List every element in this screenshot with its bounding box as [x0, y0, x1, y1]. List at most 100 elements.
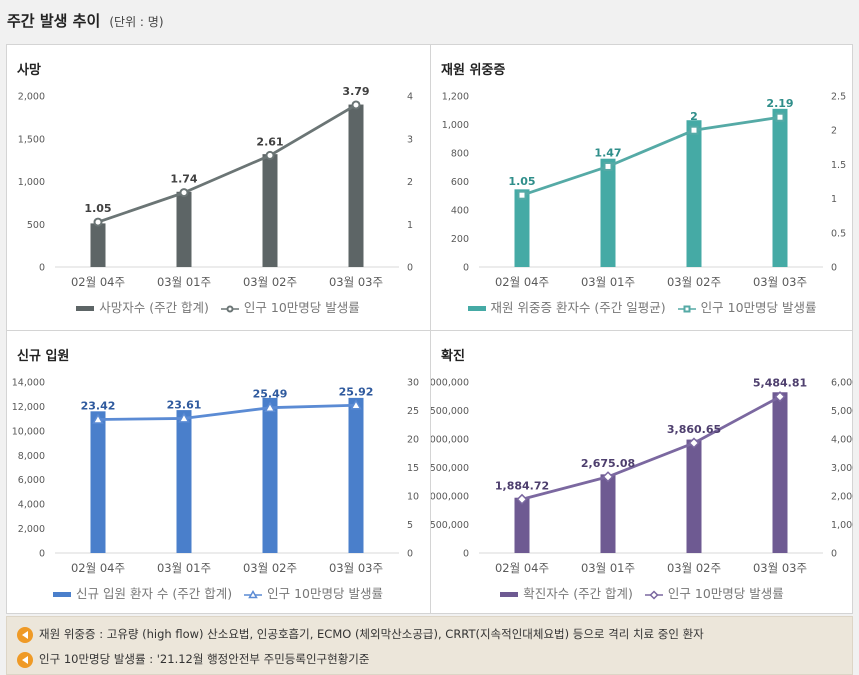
y-axis-left-tick: 8,000	[18, 451, 45, 462]
data-label: 1.05	[508, 175, 535, 188]
line-point-marker	[517, 190, 527, 200]
bar	[686, 439, 702, 553]
rate-line	[97, 103, 357, 224]
y-axis-left-tick: 400	[451, 206, 469, 217]
y-axis-left-tick: 500	[27, 220, 45, 231]
line-point-marker	[603, 161, 613, 171]
x-axis-tick: 03월 03주	[329, 275, 383, 289]
legend-bar-swatch	[76, 306, 95, 311]
legend-line-item[interactable]: 인구 10만명당 발생률	[677, 297, 817, 316]
chart-confirmed: 0 500,000 1,000,000 1,500,000 2,000,000 2,500…	[431, 377, 853, 575]
line-point-marker	[350, 399, 362, 410]
line-point-marker	[226, 305, 234, 312]
legend-line-item[interactable]: 인구 10만명당 발생률	[220, 297, 360, 316]
y-axis-left-tick: 2,500,000	[431, 406, 469, 417]
chart-title: 신규 입원	[17, 349, 70, 364]
bar	[772, 108, 788, 267]
legend-line-item[interactable]: 인구 10만명당 발생률	[644, 583, 784, 602]
legend-line-label: 인구 10만명당 발생률	[243, 300, 360, 315]
chart-severe: 0 200 400 600 800 1,000 1,200 0 0.5 1 1.5 2 2.5 02월 0…	[442, 92, 846, 290]
bar	[600, 158, 616, 267]
chart-panel-deaths: 사망 0 500 1,000 1,500 2,000 0 1 2 3 4 02월 04주 03월 01…	[7, 45, 429, 329]
legend-bar-item[interactable]: 사망자수 (주간 합계)	[76, 297, 209, 316]
y-axis-left-tick: 0	[39, 549, 45, 560]
y-axis-right-tick: 4,000	[831, 435, 853, 446]
data-label: 3.79	[342, 85, 369, 98]
y-axis-right-tick: 5,000	[831, 406, 853, 417]
rate-line	[521, 115, 781, 197]
legend-bar-item[interactable]: 확진자수 (주간 합계)	[500, 583, 633, 602]
data-label: 1,884.72	[495, 479, 549, 492]
y-axis-right-tick: 30	[407, 378, 419, 389]
data-label: 23.61	[167, 398, 202, 411]
x-axis-tick: 03월 02주	[243, 561, 297, 575]
legend-bar-swatch	[500, 592, 519, 597]
y-axis-left-tick: 1,200	[442, 92, 469, 103]
legend-line-item[interactable]: 인구 10만명당 발생률	[244, 583, 383, 602]
y-axis-left-tick: 0	[463, 263, 469, 274]
chart-legend: 재원 위중증 환자수 (주간 일평균) 인구 10만명당 발생률	[431, 297, 853, 316]
line-point-marker	[649, 589, 659, 600]
line-point-marker	[264, 401, 276, 412]
panel-divider-vertical	[430, 45, 431, 613]
y-axis-right-tick: 1.5	[831, 160, 846, 171]
chart-panel-severe: 재원 위중증 0 200 400 600 800 1,000 1,200 0 0.5 1 1.5 2 2…	[431, 45, 853, 329]
bar	[262, 397, 278, 553]
x-axis-tick: 02월 04주	[71, 561, 125, 575]
x-axis-tick: 03월 02주	[667, 275, 721, 289]
panel-divider-horizontal	[7, 330, 852, 331]
line-point-marker	[248, 589, 258, 598]
rate-line	[521, 395, 781, 501]
speaker-icon	[17, 651, 33, 668]
y-axis-left-tick: 200	[451, 234, 469, 245]
bar	[772, 392, 788, 553]
data-label: 3,860.65	[667, 423, 721, 436]
legend-line-label: 인구 10만명당 발생률	[700, 300, 817, 315]
x-axis-tick: 02월 04주	[495, 275, 549, 289]
y-axis-right-tick: 1	[831, 194, 837, 205]
y-axis-right-tick: 2	[407, 177, 413, 188]
line-point-marker	[178, 412, 190, 423]
legend-line-swatch	[644, 589, 663, 600]
x-axis-tick: 03월 02주	[243, 275, 297, 289]
data-label: 25.92	[339, 385, 374, 398]
charts-grid: 사망 0 500 1,000 1,500 2,000 0 1 2 3 4 02월 04주 03월 01…	[6, 44, 853, 614]
speaker-icon	[17, 626, 33, 643]
footnote-text: 인구 10만명당 발생률 : '21.12월 행정안전부 주민등록인구현황기준	[39, 652, 370, 666]
y-axis-right-tick: 0	[407, 549, 413, 560]
line-point-marker	[351, 100, 361, 110]
legend-line-swatch	[677, 305, 696, 312]
bar	[514, 497, 530, 553]
y-axis-right-tick: 3	[407, 134, 413, 145]
y-axis-left-tick: 1,500	[18, 134, 45, 145]
y-axis-left-tick: 3,000,000	[431, 378, 469, 389]
legend-bar-label: 확진자수 (주간 합계)	[523, 586, 633, 601]
line-point-marker	[689, 125, 699, 135]
chart-legend: 사망자수 (주간 합계) 인구 10만명당 발생률	[7, 297, 429, 316]
data-label: 25.49	[253, 388, 288, 401]
footnote-text: 재원 위중증 : 고유량 (high flow) 산소요법, 인공호흡기, EC…	[39, 627, 704, 641]
bar	[514, 189, 530, 267]
y-axis-left-tick: 600	[451, 177, 469, 188]
y-axis-left-tick: 10,000	[12, 426, 45, 437]
data-label: 2.19	[766, 97, 793, 110]
x-axis-tick: 03월 02주	[667, 561, 721, 575]
legend-line-swatch	[244, 589, 263, 598]
line-point-marker	[93, 217, 103, 227]
legend-bar-swatch	[467, 306, 486, 311]
data-label: 2	[690, 110, 698, 123]
data-label: 5,484.81	[753, 377, 807, 390]
y-axis-right-tick: 2.5	[831, 92, 846, 103]
bar	[348, 397, 364, 553]
x-axis-tick: 02월 04주	[71, 275, 125, 289]
y-axis-right-tick: 15	[407, 463, 419, 474]
y-axis-left-tick: 12,000	[12, 402, 45, 413]
chart-panel-admission: 신규 입원 0 2,000 4,000 6,000 8,000 10,000 12,000 1…	[7, 331, 429, 615]
line-point-marker	[683, 305, 691, 312]
line-point-marker	[179, 188, 189, 198]
legend-bar-item[interactable]: 신규 입원 환자 수 (주간 합계)	[53, 583, 232, 602]
legend-bar-item[interactable]: 재원 위중증 환자수 (주간 일평균)	[467, 297, 666, 316]
line-point-marker	[775, 112, 785, 122]
y-axis-left-tick: 1,000	[18, 177, 45, 188]
line-point-marker	[516, 493, 528, 505]
